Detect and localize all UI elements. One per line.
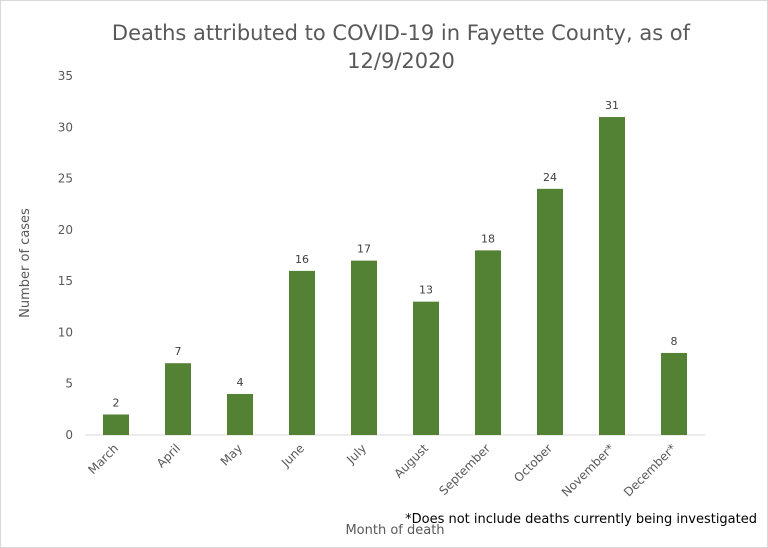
y-tick-label: 0 — [65, 428, 73, 442]
x-tick-label: August — [392, 441, 432, 481]
x-tick-label: November* — [559, 441, 617, 499]
data-label: 13 — [419, 284, 433, 297]
y-tick-label: 15 — [58, 274, 73, 288]
bar — [661, 352, 687, 435]
x-tick-label: March — [85, 441, 121, 477]
x-tick-label: September — [436, 441, 493, 498]
bar — [413, 301, 439, 435]
bar — [103, 414, 129, 435]
bar — [537, 188, 563, 435]
x-tick-label: June — [278, 441, 307, 470]
chart-footnote: *Does not include deaths currently being… — [405, 512, 757, 527]
data-label: 7 — [175, 345, 182, 358]
data-label: 16 — [295, 253, 309, 266]
data-label: 24 — [543, 171, 557, 184]
y-tick-label: 10 — [58, 325, 73, 339]
x-tick-label: April — [154, 441, 183, 470]
x-tick-label: May — [218, 441, 245, 468]
bar — [165, 363, 191, 435]
y-tick-label: 5 — [65, 377, 73, 391]
bar — [289, 270, 315, 435]
data-label: 2 — [113, 396, 120, 409]
data-label: 31 — [605, 99, 619, 112]
y-tick-label: 30 — [58, 120, 73, 134]
bar — [227, 393, 253, 435]
data-label: 4 — [237, 376, 244, 389]
x-tick-label: December* — [621, 441, 679, 499]
data-label: 18 — [481, 232, 495, 245]
bar — [351, 260, 377, 435]
bar — [599, 117, 625, 436]
data-label: 8 — [671, 335, 678, 348]
x-tick-label: July — [343, 441, 369, 467]
data-label: 17 — [357, 243, 371, 256]
chart-title: Deaths attributed to COVID-19 in Fayette… — [111, 21, 691, 73]
y-tick-label: 25 — [58, 172, 73, 186]
x-axis-title: Month of death — [345, 523, 444, 538]
y-axis-title: Number of cases — [18, 208, 33, 318]
x-tick-label: October — [511, 441, 555, 485]
bar — [475, 250, 501, 435]
y-tick-label: 35 — [58, 69, 73, 83]
y-tick-label: 20 — [58, 223, 73, 237]
